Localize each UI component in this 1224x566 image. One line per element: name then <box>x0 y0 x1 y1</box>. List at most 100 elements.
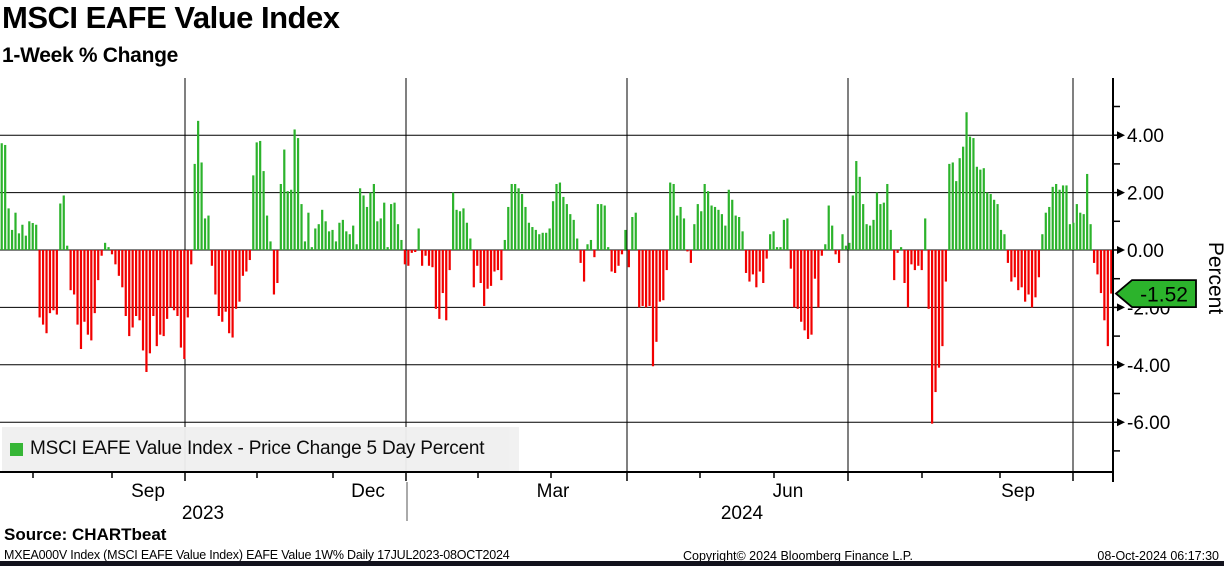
bar <box>858 176 861 250</box>
bar <box>110 250 114 255</box>
axis-arrow-icon <box>1117 188 1125 197</box>
bar <box>45 250 48 334</box>
bar <box>193 163 196 250</box>
bar <box>693 224 696 250</box>
bar <box>407 250 410 266</box>
bar <box>603 205 606 250</box>
legend-swatch-icon <box>10 442 23 456</box>
bar <box>986 192 989 250</box>
bar <box>713 206 717 250</box>
bar <box>169 250 172 308</box>
bar <box>358 188 362 250</box>
bar <box>669 182 672 250</box>
bar <box>782 219 786 250</box>
bar <box>317 224 320 250</box>
bar <box>576 238 579 250</box>
bar <box>183 250 186 360</box>
bar <box>1044 212 1047 250</box>
bar <box>334 241 338 250</box>
bar <box>141 250 145 351</box>
render-timestamp: 08-Oct-2024 06:17:30 <box>1097 549 1219 563</box>
bar <box>372 183 375 250</box>
bar <box>937 250 941 368</box>
bars-group <box>0 112 1113 424</box>
bar <box>1027 250 1030 295</box>
bar <box>555 183 558 250</box>
bar <box>545 232 548 250</box>
bar <box>234 250 238 309</box>
bar <box>424 250 427 256</box>
x-month-label: Sep <box>131 481 165 502</box>
bar <box>452 192 455 250</box>
bar <box>390 204 393 250</box>
bar <box>827 205 830 250</box>
bar <box>913 250 916 271</box>
bar <box>486 250 489 289</box>
bar <box>831 225 834 250</box>
axis-arrow-icon <box>1117 360 1125 369</box>
bar <box>1058 189 1061 250</box>
bar <box>979 169 982 250</box>
bar <box>383 202 386 250</box>
bar <box>228 250 231 334</box>
bar <box>651 250 655 367</box>
security-meta-line: MXEA000V Index (MSCI EAFE Value Index) E… <box>4 548 510 562</box>
bar <box>355 244 358 250</box>
bar <box>720 214 724 251</box>
bar <box>259 140 262 250</box>
bar <box>1003 234 1006 250</box>
bar <box>479 250 482 283</box>
bar <box>734 215 737 250</box>
bar <box>1068 224 1072 250</box>
bar <box>672 183 675 250</box>
bar <box>779 247 782 250</box>
bar <box>689 250 692 263</box>
bar <box>434 250 437 309</box>
bar <box>207 215 210 250</box>
bar <box>738 217 741 250</box>
bar <box>417 228 420 250</box>
bar <box>190 250 193 265</box>
bar <box>396 224 400 250</box>
bar <box>796 250 799 309</box>
chart-subtitle: 1-Week % Change <box>2 44 178 67</box>
bar <box>841 234 844 250</box>
bar <box>707 191 710 250</box>
bar <box>517 188 520 250</box>
bar <box>59 203 62 250</box>
bar <box>682 218 686 250</box>
bar <box>748 250 751 282</box>
y-tick-label: 0.00 <box>1127 241 1164 262</box>
bar <box>589 239 593 250</box>
x-year-label: 2024 <box>721 503 764 524</box>
bar <box>476 250 479 266</box>
bar <box>352 225 355 250</box>
bar <box>1030 250 1034 308</box>
bar <box>803 250 806 331</box>
y-tick-label: 4.00 <box>1127 126 1164 147</box>
bar <box>879 204 882 250</box>
bar <box>489 250 493 286</box>
bar <box>179 250 183 348</box>
bar <box>197 120 200 250</box>
bar <box>520 194 524 250</box>
bar <box>910 250 913 265</box>
bar <box>920 250 923 271</box>
bar <box>172 250 176 311</box>
bar <box>999 229 1003 250</box>
bar <box>155 250 158 347</box>
bar <box>138 250 141 321</box>
bar <box>310 247 313 250</box>
bar <box>686 250 689 252</box>
bar <box>121 250 124 288</box>
y-tick-label: 2.00 <box>1127 184 1164 205</box>
bar <box>965 112 968 250</box>
bar <box>307 212 310 250</box>
bar <box>655 250 658 342</box>
bar <box>1110 250 1113 294</box>
bar <box>231 250 234 338</box>
bar <box>500 250 503 281</box>
bar <box>186 250 189 318</box>
bar <box>496 250 500 271</box>
bar <box>421 250 424 266</box>
